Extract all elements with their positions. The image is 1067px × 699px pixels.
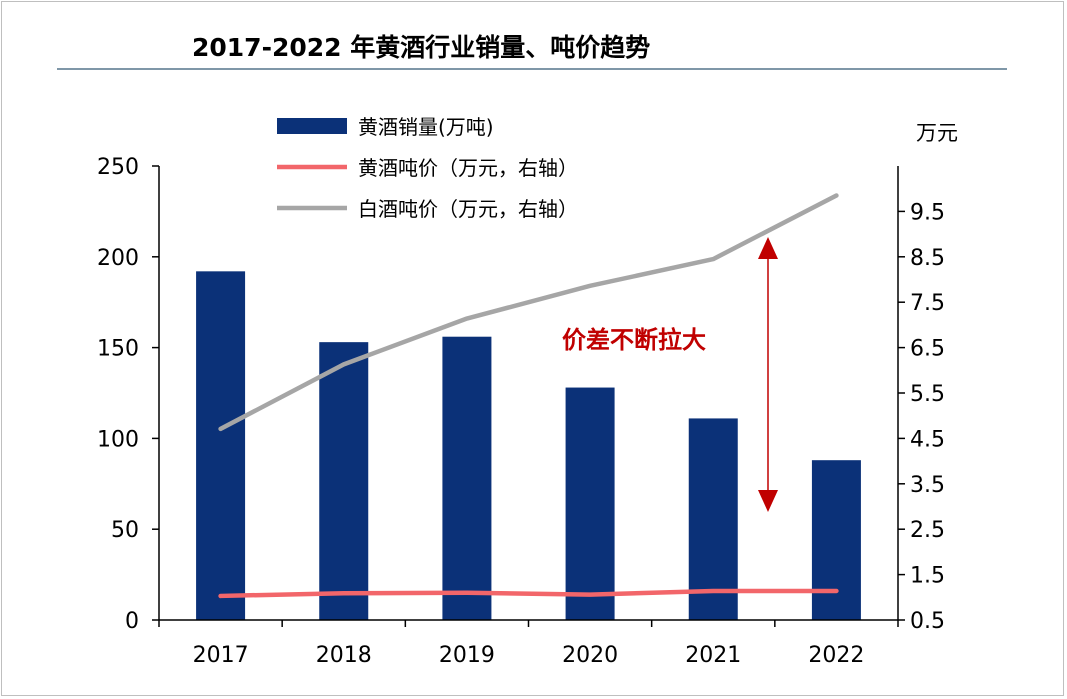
baijiu-price-line <box>218 193 839 432</box>
bar-2017 <box>196 271 246 620</box>
right-tick-label: 1.5 <box>910 564 945 589</box>
bar-2021 <box>688 418 738 620</box>
x-tick-label: 2022 <box>808 643 864 668</box>
price-gap-arrow-head-down <box>758 490 778 512</box>
left-tick-label: 150 <box>97 337 139 362</box>
right-tick-label: 5.5 <box>910 382 945 407</box>
right-tick-label: 4.5 <box>910 427 945 452</box>
huangjiu-price-line <box>218 588 839 599</box>
right-tick-label: 0.5 <box>910 609 945 634</box>
bar-2022 <box>811 460 861 620</box>
left-tick-label: 100 <box>97 427 139 452</box>
x-tick-label: 2019 <box>439 643 495 668</box>
left-tick-label: 250 <box>97 155 139 180</box>
bar-2019 <box>442 336 492 620</box>
legend-swatch-sales <box>277 118 347 134</box>
left-tick-label: 200 <box>97 246 139 271</box>
legend-label-huangjiu-price: 黄酒吨价（万元，右轴） <box>358 156 578 180</box>
price-gap-arrow-head-up <box>758 237 778 259</box>
legend-label-sales: 黄酒销量(万吨) <box>358 115 494 139</box>
bar-2018 <box>319 342 369 620</box>
chart-title: 2017-2022 年黄酒行业销量、吨价趋势 <box>192 33 651 62</box>
right-axis-unit-label: 万元 <box>916 121 958 145</box>
right-tick-label: 8.5 <box>910 246 945 271</box>
right-tick-label: 3.5 <box>910 473 945 498</box>
left-tick-label: 0 <box>125 609 139 634</box>
x-tick-label: 2018 <box>316 643 372 668</box>
left-tick-label: 50 <box>111 518 139 543</box>
x-tick-label: 2021 <box>685 643 741 668</box>
right-tick-label: 2.5 <box>910 518 945 543</box>
price-gap-annotation: 价差不断拉大 <box>562 326 706 354</box>
x-tick-label: 2020 <box>562 643 618 668</box>
right-tick-label: 6.5 <box>910 337 945 362</box>
x-tick-label: 2017 <box>193 643 249 668</box>
right-tick-label: 7.5 <box>910 291 945 316</box>
legend-label-baijiu-price: 白酒吨价（万元，右轴） <box>358 197 578 221</box>
title-underline <box>57 68 1007 70</box>
right-tick-label: 9.5 <box>910 200 945 225</box>
bar-2020 <box>565 387 615 620</box>
